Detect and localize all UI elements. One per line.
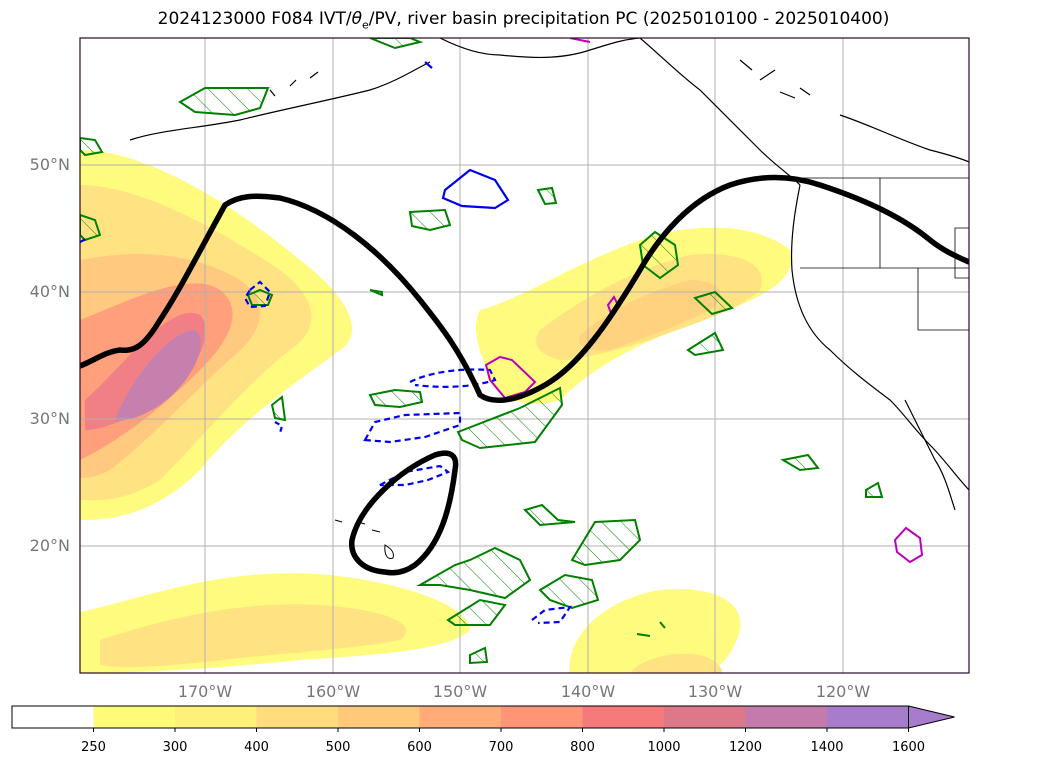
lon-label-120w: 120°W bbox=[815, 682, 871, 701]
colorbar-tick-label: 800 bbox=[570, 740, 595, 755]
green-precip-regions bbox=[80, 38, 884, 665]
lat-label-50n: 50°N bbox=[29, 155, 70, 174]
lon-label-130w: 130°W bbox=[687, 682, 743, 701]
lat-label-40n: 40°N bbox=[29, 282, 70, 301]
colorbar-tick-label: 600 bbox=[407, 740, 432, 755]
colorbar-segment bbox=[827, 706, 909, 728]
colorbar-tick-label: 500 bbox=[325, 740, 351, 755]
colorbar-segment bbox=[338, 706, 420, 728]
lon-label-170w: 170°W bbox=[177, 682, 233, 701]
colorbar bbox=[11, 705, 955, 732]
colorbar-tick-label: 1400 bbox=[810, 740, 844, 755]
colorbar-tick-label: 1000 bbox=[647, 740, 681, 755]
colorbar-tick-label: 300 bbox=[162, 740, 188, 755]
colorbar-segment bbox=[664, 706, 746, 728]
map-frame bbox=[79, 37, 970, 674]
colorbar-frame bbox=[11, 705, 909, 729]
colorbar-segment bbox=[12, 706, 94, 728]
blue-contours bbox=[80, 61, 573, 625]
coastline bbox=[129, 38, 969, 511]
ivt-contour bbox=[80, 174, 969, 576]
ivt-shading-south bbox=[80, 573, 741, 673]
colorbar-tick-label: 1200 bbox=[728, 740, 763, 755]
lon-label-160w: 160°W bbox=[305, 682, 361, 701]
colorbar-segment bbox=[93, 706, 176, 728]
colorbar-segment bbox=[501, 706, 583, 728]
colorbar-tick-label: 700 bbox=[488, 740, 514, 755]
colorbar-tick-label: 1600 bbox=[891, 740, 926, 755]
colorbar-segment bbox=[582, 706, 665, 728]
page-title: 2024123000 F084 IVT/θe/PV, river basin p… bbox=[157, 9, 890, 32]
ivt-shading-west bbox=[80, 150, 353, 520]
colorbar-extend-arrow bbox=[908, 705, 955, 729]
map-area[interactable] bbox=[80, 38, 969, 673]
ivt-shading-east bbox=[475, 227, 792, 404]
colorbar-tick-label: 250 bbox=[81, 740, 106, 755]
lat-label-30n: 30°N bbox=[29, 409, 70, 428]
lon-label-150w: 150°W bbox=[432, 682, 488, 701]
lon-label-140w: 140°W bbox=[560, 682, 616, 701]
colorbar-tick-label: 400 bbox=[244, 740, 269, 755]
colorbar-segment bbox=[419, 706, 502, 728]
colorbar-segment bbox=[175, 706, 257, 728]
colorbar-segment bbox=[745, 706, 828, 728]
state-borders bbox=[800, 177, 969, 331]
colorbar-segment bbox=[256, 706, 339, 728]
lat-label-20n: 20°N bbox=[29, 536, 70, 555]
